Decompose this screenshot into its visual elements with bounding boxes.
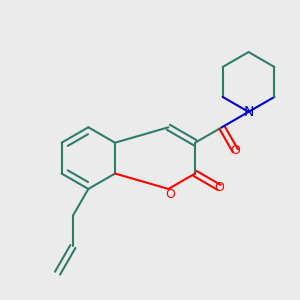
Text: O: O [165,188,175,201]
Text: O: O [214,181,224,194]
Text: N: N [243,105,254,119]
Text: O: O [230,144,240,157]
